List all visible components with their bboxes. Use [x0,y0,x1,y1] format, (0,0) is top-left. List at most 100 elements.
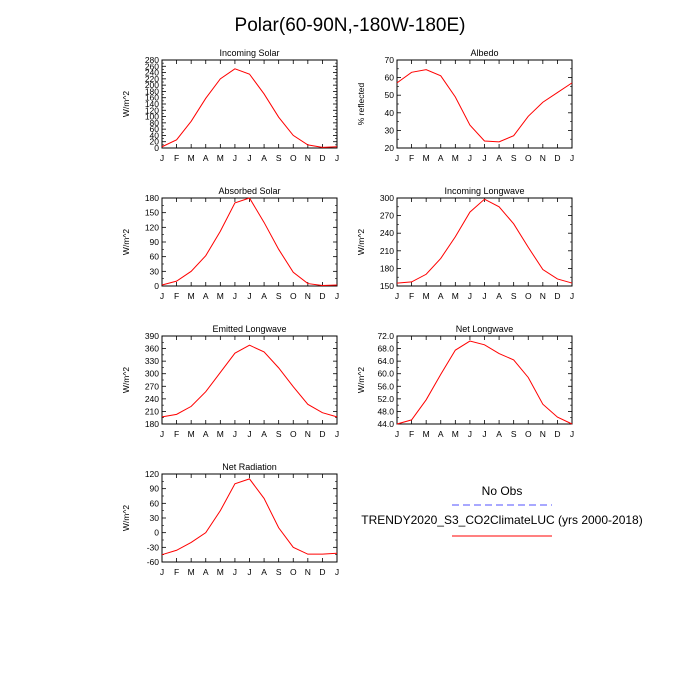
y-tick-label: 270 [380,211,394,221]
y-tick-label: 330 [145,356,159,366]
x-tick-label: D [319,429,325,439]
y-tick-label: 240 [145,394,159,404]
y-tick-label: 180 [380,263,394,273]
y-tick-label: 360 [145,344,159,354]
x-tick-label: D [319,153,325,163]
series-line [161,197,338,287]
y-tick-label: 150 [380,281,394,291]
x-tick-label: D [319,291,325,301]
x-tick-label: N [305,153,311,163]
y-tick-label: 120 [145,105,159,115]
panel-frame [396,335,573,425]
x-tick-label: F [174,429,179,439]
x-tick-label: M [188,429,195,439]
y-axis-label: W/m^2 [121,367,131,393]
y-tick-label: 30 [385,125,395,135]
panel-frame [161,335,338,425]
y-tick-label: 260 [145,61,159,71]
legend: No Obs TRENDY2020_S3_CO2ClimateLUC (yrs … [361,484,643,537]
x-tick-label: J [160,567,164,577]
x-tick-label: M [423,153,430,163]
y-tick-label: 68.0 [377,344,394,354]
legend-obs-label: No Obs [482,484,523,498]
legend-model-label: TRENDY2020_S3_CO2ClimateLUC (yrs 2000-20… [361,513,642,527]
y-tick-label: 30 [150,513,160,523]
x-tick-label: M [423,291,430,301]
x-tick-label: J [468,153,472,163]
panels: Incoming SolarW/m^2020406080100120140160… [121,48,574,577]
panel-title: Net Longwave [456,324,514,334]
x-tick-label: O [290,567,297,577]
x-tick-label: M [423,429,430,439]
y-axis-label: W/m^2 [356,367,366,393]
y-tick-label: 180 [145,193,159,203]
y-tick-label: 0 [154,281,159,291]
y-tick-label: 52.0 [377,394,394,404]
y-tick-label: 160 [145,93,159,103]
x-tick-label: J [468,291,472,301]
y-tick-label: -60 [147,557,160,567]
y-tick-label: 120 [145,222,159,232]
y-tick-label: 60 [150,124,160,134]
panel-6: Net Longwave W/m^2 44.0 48.0 52.0 56.0 60.0 64.… [356,324,574,439]
main-title: Polar(60-90N,-180W-180E) [235,15,466,36]
x-tick-label: O [290,153,297,163]
x-tick-label: O [525,429,532,439]
series-line [161,68,338,148]
y-tick-label: -30 [147,542,160,552]
x-tick-label: J [395,291,399,301]
x-tick-label: F [409,291,414,301]
y-tick-label: 100 [145,112,159,122]
x-tick-label: A [438,153,444,163]
x-tick-label: S [276,429,282,439]
x-tick-label: M [452,291,459,301]
series-line [161,478,338,556]
x-tick-label: S [276,567,282,577]
panel-4: Incoming Longwave W/m^2 150 180 210 240 270 300… [356,186,574,301]
x-tick-label: A [203,291,209,301]
y-axis-label: W/m^2 [356,229,366,255]
y-tick-label: 20 [150,137,160,147]
y-tick-label: 44.0 [377,419,394,429]
panel-5: Emitted Longwave W/m^2 180 210 240 270 300 330 3… [121,324,339,439]
x-tick-label: O [290,291,297,301]
y-tick-label: 240 [145,68,159,78]
y-tick-label: 56.0 [377,381,394,391]
y-tick-label: 210 [145,406,159,416]
y-tick-label: 210 [380,246,394,256]
y-axis-label: W/m^2 [121,229,131,255]
x-tick-label: S [511,429,517,439]
x-tick-label: M [217,429,224,439]
x-tick-label: D [554,153,560,163]
y-tick-label: 390 [145,331,159,341]
x-tick-label: M [452,429,459,439]
x-tick-label: F [409,153,414,163]
x-tick-label: S [276,153,282,163]
y-tick-label: 300 [380,193,394,203]
panel-frame [161,59,338,149]
panel-title: Emitted Longwave [212,324,286,334]
x-tick-label: O [290,429,297,439]
x-tick-label: A [261,429,267,439]
y-tick-label: 240 [380,228,394,238]
y-tick-label: 180 [145,419,159,429]
x-tick-label: S [511,291,517,301]
x-tick-label: O [525,291,532,301]
panel-title: Incoming Longwave [444,186,524,196]
y-tick-label: 64.0 [377,356,394,366]
x-tick-label: A [261,291,267,301]
panel-title: Albedo [470,48,498,58]
y-tick-label: 220 [145,74,159,84]
x-tick-label: S [276,291,282,301]
x-tick-label: J [335,567,339,577]
y-tick-label: 72.0 [377,331,394,341]
x-tick-label: A [261,567,267,577]
panel-frame [161,473,338,563]
x-tick-label: M [452,153,459,163]
x-tick-label: M [217,567,224,577]
y-axis-label: W/m^2 [121,505,131,531]
y-tick-label: 180 [145,86,159,96]
x-tick-label: F [174,153,179,163]
series-line [396,198,573,284]
